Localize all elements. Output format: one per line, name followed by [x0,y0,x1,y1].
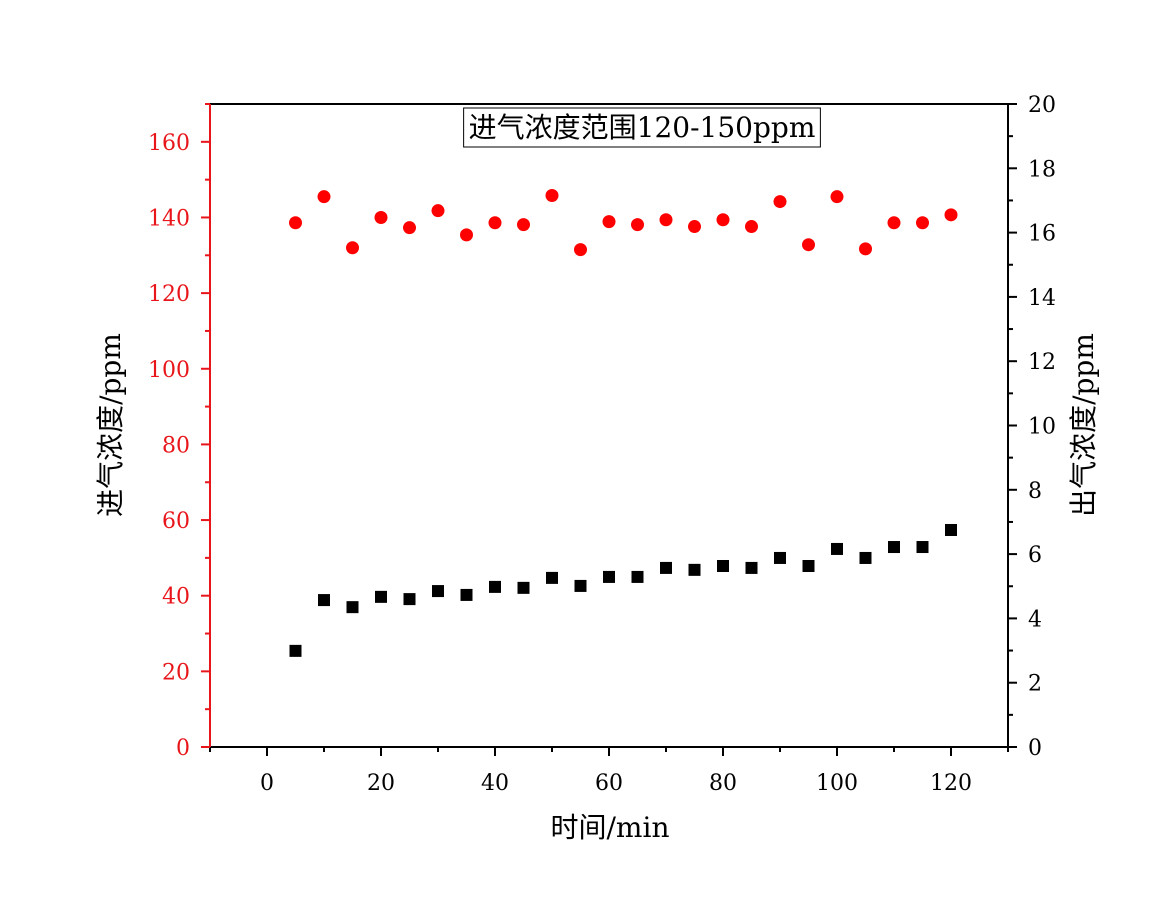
outlet-point [403,593,416,606]
outlet-point [888,541,900,554]
outlet-point [489,580,501,593]
x-tick-label: 60 [595,771,623,796]
outlet-point [745,561,758,574]
y-right-tick-label: 4 [1028,607,1042,632]
inlet-point [574,243,587,257]
x-tick-label: 20 [367,771,395,796]
outlet-point [546,571,558,584]
outlet-point [346,601,359,614]
y-right-tick-label: 12 [1028,350,1056,375]
y-left-tick-label: 40 [162,585,190,610]
inlet-point [688,220,701,234]
y-right-tick-label: 16 [1028,222,1056,247]
inlet-point [916,216,929,230]
outlet-point [945,523,957,536]
y-right-tick-label: 2 [1028,672,1042,697]
outlet-point [289,644,302,657]
outlet-point [831,542,843,555]
y-left-tick-label: 140 [148,206,190,231]
inlet-point [887,216,901,230]
inlet-point [631,218,644,232]
y-right-tick-label: 8 [1028,479,1042,504]
outlet-point [460,588,473,601]
x-tick-label: 120 [930,771,972,796]
outlet-point [802,559,815,572]
inlet-point [602,215,616,229]
inlet-point [802,238,815,252]
inlet-point [488,216,502,230]
x-tick-label: 80 [709,771,737,796]
y-left-tick-label: 100 [148,358,190,383]
x-tick-label: 0 [260,771,274,796]
inlet-point [944,208,958,222]
inlet-point [859,242,872,256]
outlet-point [660,561,672,574]
inlet-point [773,195,787,209]
y-right-tick-label: 14 [1028,286,1056,311]
y-left-axis-label: 进气浓度/ppm [94,333,127,517]
y-left-tick-label: 60 [162,509,190,534]
inlet-point [317,190,331,204]
outlet-point [916,541,929,554]
y-left-tick-label: 0 [176,736,190,761]
outlet-point [432,585,444,598]
inlet-point [403,221,416,235]
y-left-tick-label: 120 [148,282,190,307]
y-left-tick-label: 160 [148,131,190,156]
y-right-tick-label: 10 [1028,415,1056,440]
outlet-point [774,551,786,564]
outlet-point [375,590,387,603]
y-right-tick-label: 6 [1028,543,1042,568]
y-left-tick-label: 20 [162,660,190,685]
y-right-tick-label: 18 [1028,157,1056,182]
inlet-point [346,241,359,255]
outlet-point [574,579,587,592]
outlet-point [631,570,644,583]
inlet-point [517,218,530,232]
outlet-point [688,563,701,576]
y-right-tick-label: 20 [1028,93,1056,118]
y-left-tick-label: 80 [162,433,190,458]
inlet-point [289,216,302,230]
inlet-point [460,228,473,242]
x-axis-label: 时间/min [551,811,670,844]
inlet-point [659,213,673,227]
x-tick-label: 100 [816,771,858,796]
chart-title: 进气浓度范围120-150ppm [469,111,816,144]
inlet-point [431,204,445,218]
inlet-point [830,190,844,204]
y-right-axis-label: 出气浓度/ppm [1067,333,1100,517]
outlet-point [717,559,729,572]
outlet-point [859,551,872,564]
outlet-point [517,581,530,594]
inlet-point [716,213,730,227]
outlet-point [318,594,330,607]
y-right-tick-label: 0 [1028,736,1042,761]
outlet-point [603,570,615,583]
x-tick-label: 40 [481,771,509,796]
inlet-point [374,210,388,224]
title-box [463,107,821,148]
inlet-point [545,189,559,203]
inlet-point [745,220,758,234]
